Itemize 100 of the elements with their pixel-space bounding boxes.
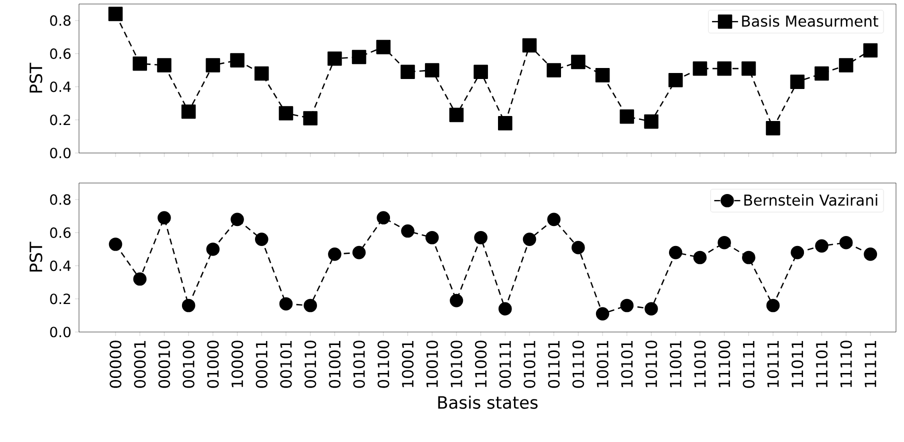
point [644, 114, 658, 129]
y-tick-label: 0.4 [50, 81, 71, 92]
x-tick-label: 10111 [767, 340, 779, 388]
x-tick-label: 11100 [718, 340, 730, 388]
point [278, 106, 294, 120]
x-tick-label: 11010 [694, 340, 706, 388]
x-tick-label: 01011 [524, 340, 536, 388]
point [328, 51, 342, 66]
point [474, 230, 488, 244]
x-tick-label: 10011 [596, 340, 608, 388]
point [450, 294, 464, 308]
legend-label: Bernstein Vazirani [744, 194, 878, 206]
x-tick-label: 01001 [328, 340, 341, 388]
point [839, 236, 853, 250]
point [718, 236, 731, 250]
y-tick-label: 0.0 [50, 148, 71, 158]
y-tick-label: 0.2 [50, 114, 70, 126]
point [644, 302, 658, 316]
point [352, 246, 366, 260]
point [766, 121, 780, 136]
point [230, 53, 244, 68]
point [474, 64, 488, 80]
x-tick-label: 11111 [864, 340, 876, 388]
point [547, 212, 561, 226]
x-tick-label: 10100 [450, 340, 462, 388]
x-tick-label: 11101 [816, 340, 828, 388]
point [572, 240, 585, 254]
point [620, 298, 634, 312]
point [522, 232, 536, 246]
point [158, 211, 171, 224]
x-tick-label: 00110 [304, 340, 316, 388]
point [522, 38, 537, 53]
y-tick-label: 0.6 [50, 227, 71, 238]
y-tick-label: 0.6 [50, 48, 71, 59]
point [304, 298, 317, 312]
point [668, 246, 682, 260]
point [376, 40, 391, 54]
y-axis-title: PST [29, 242, 42, 272]
point [157, 58, 172, 72]
y-axis-title: PST [29, 62, 42, 93]
y-tick-label: 0.8 [50, 194, 71, 205]
x-tick-label: 01111 [742, 340, 755, 388]
point [863, 43, 878, 58]
point [742, 250, 756, 264]
x-tick-label: 11110 [840, 340, 852, 388]
point [206, 58, 220, 72]
x-tick-label: 00001 [134, 340, 146, 388]
y-tick-label: 0.4 [50, 260, 71, 272]
x-tick-label: 01101 [548, 340, 560, 388]
y-tick-label: 0.2 [50, 294, 70, 304]
y-tick-label: 0.8 [50, 15, 71, 26]
x-tick-label: 00111 [499, 340, 512, 388]
point [742, 61, 756, 76]
point [571, 54, 586, 70]
x-tick-label: 01000 [207, 340, 219, 388]
x-tick-label: 00100 [182, 340, 194, 388]
x-tick-label: 10000 [231, 340, 244, 388]
point [668, 73, 683, 88]
point [838, 58, 854, 72]
point [498, 302, 512, 316]
x-tick-label: 01100 [378, 340, 390, 388]
point [620, 109, 634, 124]
x-tick-label: 00010 [158, 340, 170, 388]
point [424, 63, 440, 78]
point [815, 239, 828, 253]
point [864, 248, 878, 261]
point [401, 224, 414, 238]
x-tick-label: 10110 [645, 340, 658, 388]
x-axis-title: Basis states [438, 396, 538, 409]
point [254, 66, 269, 81]
point [498, 116, 512, 130]
point [546, 63, 562, 78]
point [449, 108, 464, 122]
x-tick-label: 11000 [474, 340, 487, 388]
point [693, 250, 707, 264]
legend-label: Basis Measurment [742, 15, 878, 27]
point [254, 232, 268, 246]
point [814, 66, 829, 81]
point [692, 61, 708, 76]
point [790, 74, 805, 89]
x-tick-label: 00101 [280, 340, 292, 388]
x-tick-label: 10101 [621, 340, 633, 388]
point [108, 6, 123, 22]
point [595, 68, 610, 82]
x-tick-label: 01010 [353, 340, 365, 388]
x-tick-label: 11011 [792, 340, 804, 388]
point [400, 64, 415, 80]
point [182, 298, 196, 312]
x-tick-label: 10010 [426, 340, 438, 388]
point [303, 111, 318, 126]
point [328, 248, 342, 261]
point [206, 242, 220, 256]
point [425, 230, 439, 244]
x-tick-label: 00011 [256, 340, 268, 388]
point [790, 246, 804, 260]
point [230, 212, 244, 226]
point [132, 56, 148, 71]
point [352, 50, 366, 64]
point [376, 211, 390, 224]
x-tick-label: 10001 [402, 340, 414, 388]
